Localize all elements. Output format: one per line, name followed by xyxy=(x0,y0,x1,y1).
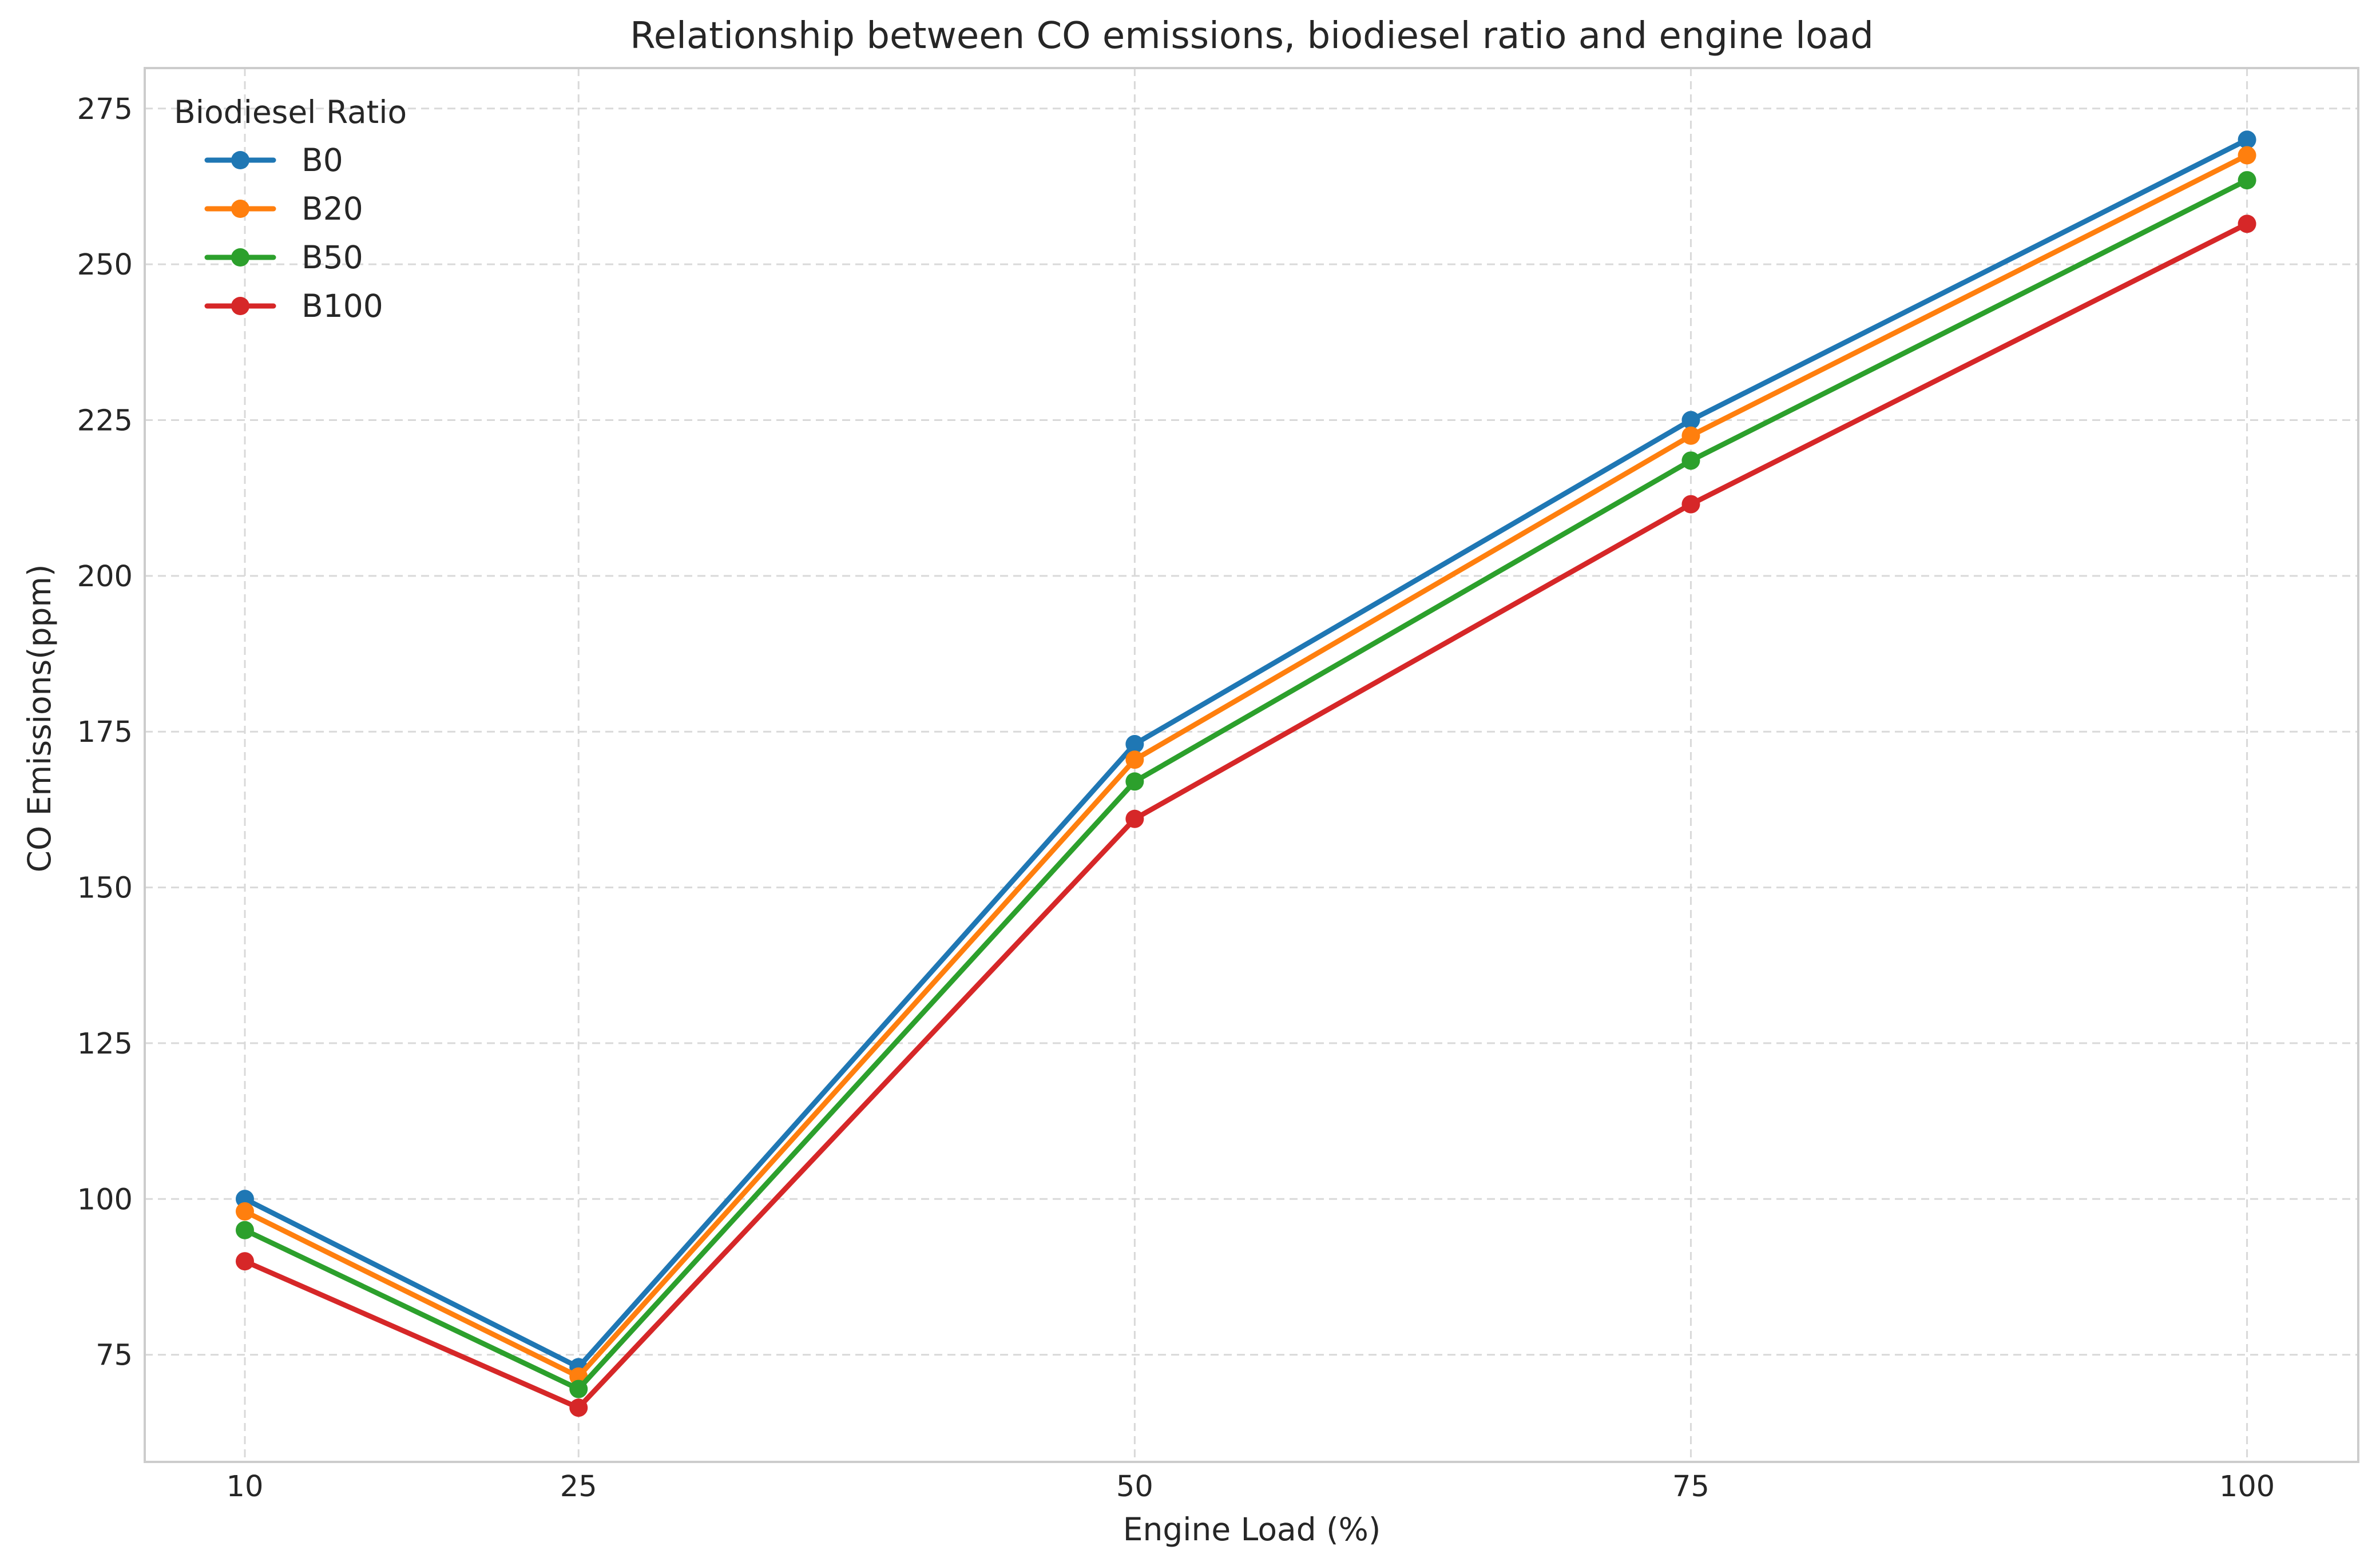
data-point xyxy=(235,1252,254,1271)
legend-title: Biodiesel Ratio xyxy=(174,94,407,130)
data-point xyxy=(1681,495,1700,514)
legend-item-b0: B0 xyxy=(204,142,343,178)
legend-item-b50: B50 xyxy=(204,239,363,276)
data-point xyxy=(235,1202,254,1221)
y-tick-label: 150 xyxy=(77,872,133,905)
legend-label: B50 xyxy=(302,239,363,276)
data-point xyxy=(2238,130,2256,149)
y-axis-label: CO Emissions(ppm) xyxy=(21,565,58,873)
legend-swatch-marker xyxy=(231,200,249,218)
x-axis-label: Engine Load (%) xyxy=(1123,1511,1381,1548)
series-lines xyxy=(235,130,2256,1417)
legend-item-b20: B20 xyxy=(204,190,363,227)
legend-swatch-marker xyxy=(231,248,249,267)
data-point xyxy=(1125,809,1144,828)
y-tick-label: 75 xyxy=(96,1339,133,1373)
y-tick-label: 100 xyxy=(77,1183,133,1217)
y-tick-label: 175 xyxy=(77,716,133,749)
legend-item-b100: B100 xyxy=(204,288,383,324)
legend-swatch-marker xyxy=(231,297,249,315)
data-point xyxy=(2238,214,2256,233)
data-point xyxy=(2238,171,2256,190)
x-tick-label: 25 xyxy=(560,1470,597,1504)
series-b100 xyxy=(235,214,2256,1417)
legend: Biodiesel Ratio B0 B20 B50 B100 xyxy=(174,94,407,324)
plot-frame xyxy=(144,67,2359,1463)
legend-swatch-marker xyxy=(231,151,249,169)
series-b20 xyxy=(235,146,2256,1386)
data-point xyxy=(2238,146,2256,165)
grid-lines xyxy=(145,68,2358,1462)
x-tick-label: 100 xyxy=(2219,1470,2275,1504)
y-tick-label: 125 xyxy=(77,1027,133,1061)
x-tick-label: 10 xyxy=(227,1470,264,1504)
legend-label: B20 xyxy=(302,190,363,227)
y-tick-label: 200 xyxy=(77,560,133,594)
data-point xyxy=(1125,735,1144,754)
y-tick-label: 225 xyxy=(77,404,133,438)
series-b50 xyxy=(235,171,2256,1398)
legend-label: B100 xyxy=(302,288,383,324)
data-point xyxy=(1681,426,1700,445)
x-tick-label: 50 xyxy=(1116,1470,1153,1504)
data-point xyxy=(1681,451,1700,470)
y-tick-label: 250 xyxy=(77,248,133,282)
x-tick-label: 75 xyxy=(1672,1470,1709,1504)
legend-label: B0 xyxy=(302,142,343,178)
data-point xyxy=(1681,411,1700,430)
data-point xyxy=(1125,750,1144,769)
x-axis-ticks: 10 25 50 75 100 xyxy=(227,1470,2275,1504)
y-axis-ticks: 75 100 125 150 175 200 225 250 275 xyxy=(77,93,133,1373)
data-point xyxy=(1125,772,1144,791)
chart-title: Relationship between CO emissions, biodi… xyxy=(630,15,1874,57)
data-point xyxy=(569,1380,588,1398)
data-point xyxy=(235,1221,254,1239)
y-tick-label: 275 xyxy=(77,93,133,126)
data-point xyxy=(569,1398,588,1417)
